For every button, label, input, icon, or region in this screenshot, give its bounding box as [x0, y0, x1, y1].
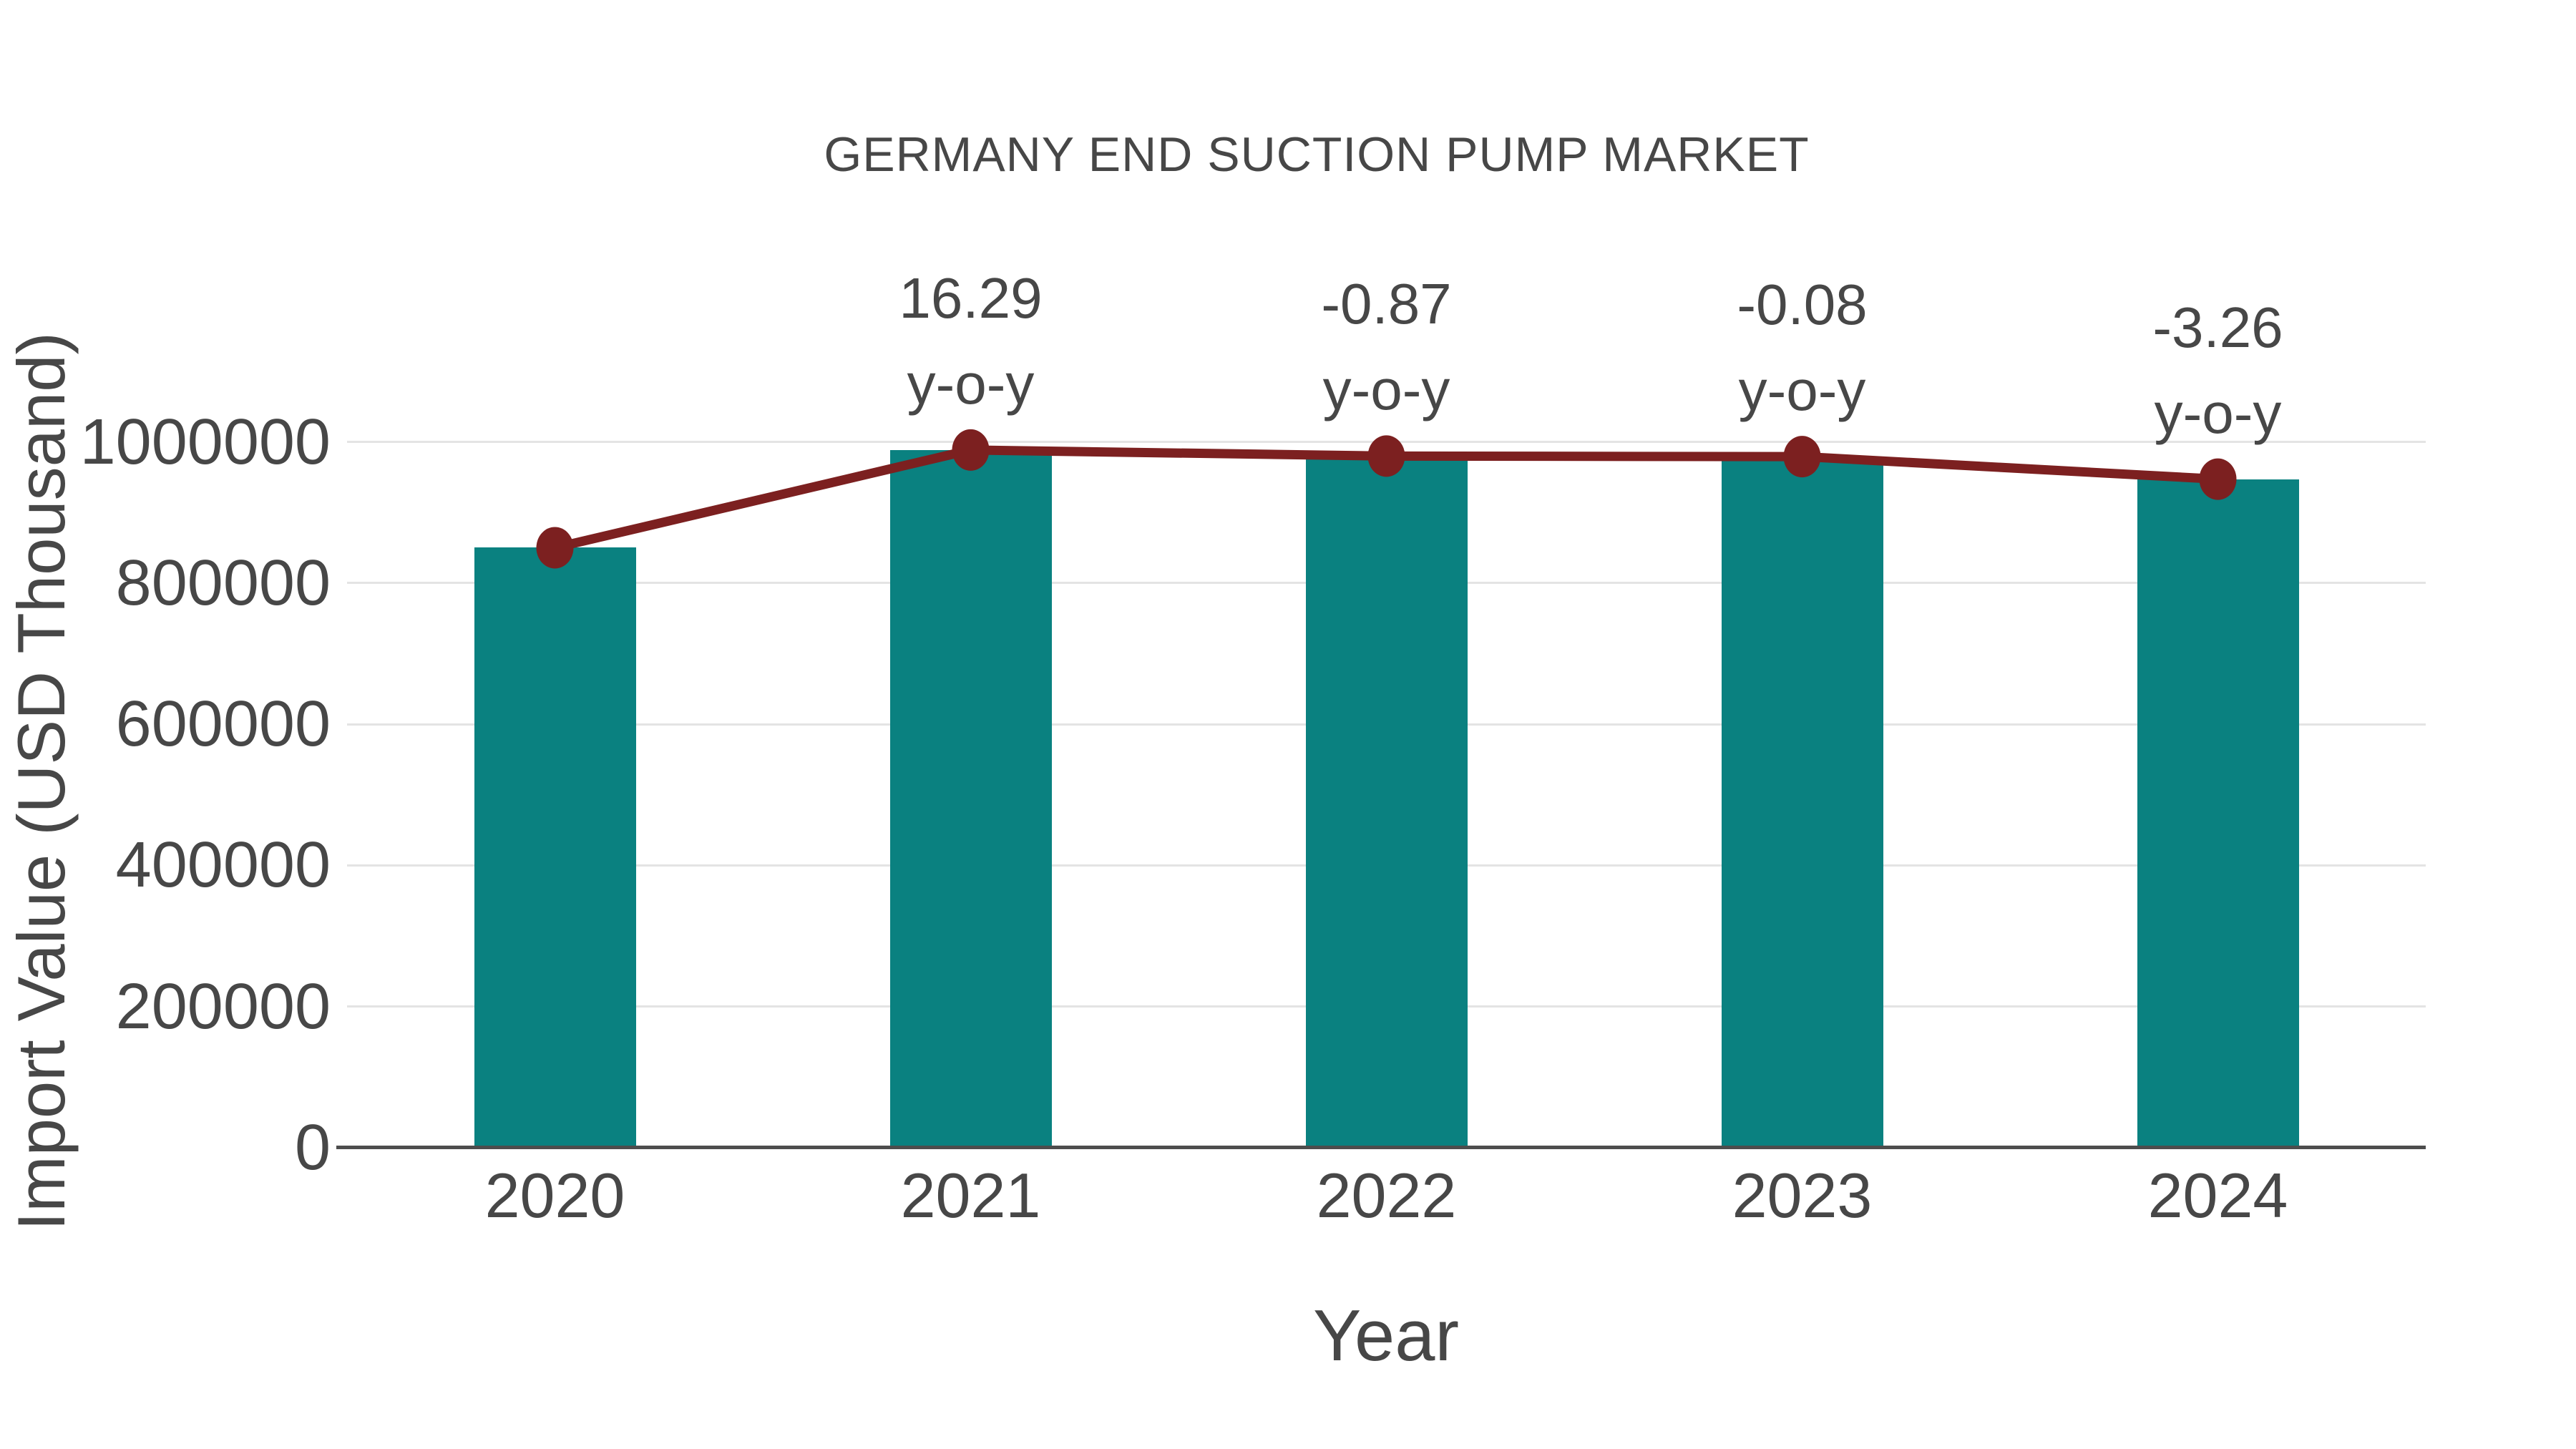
annotation-2023: -0.08 y-o-y	[1616, 262, 1989, 434]
annotation-2023-suffix: y-o-y	[1738, 358, 1866, 423]
annotation-2024: -3.26 y-o-y	[2032, 285, 2404, 457]
annotation-2021-suffix: y-o-y	[907, 351, 1035, 416]
annotation-2023-value: -0.08	[1737, 273, 1868, 337]
x-tick-label-2021: 2021	[900, 1160, 1041, 1231]
y-tick-label-400000: 400000	[115, 829, 331, 902]
marker-2023	[1783, 436, 1821, 478]
marker-2024	[2199, 458, 2237, 500]
x-tick-label-2020: 2020	[484, 1160, 625, 1231]
bar-2020	[474, 547, 636, 1148]
marker-2021	[952, 429, 990, 471]
y-tick-label-200000: 200000	[115, 970, 331, 1043]
x-tick-label-2023: 2023	[1732, 1160, 1873, 1231]
bar-2024	[2137, 479, 2299, 1148]
annotation-2024-suffix: y-o-y	[2154, 381, 2282, 445]
x-tick-label-2022: 2022	[1316, 1160, 1457, 1231]
annotation-2022-value: -0.87	[1321, 272, 1452, 336]
annotation-2021: 16.29 y-o-y	[785, 255, 1157, 427]
y-tick-label-1000000: 1000000	[79, 406, 331, 478]
annotation-2022: -0.87 y-o-y	[1201, 261, 1573, 433]
bar-2023	[1721, 457, 1883, 1148]
x-tick-label-2024: 2024	[2147, 1160, 2288, 1231]
annotation-2024-value: -3.26	[2152, 295, 2283, 359]
marker-2022	[1367, 435, 1405, 477]
x-axis-line	[336, 1146, 2426, 1149]
x-axis-title: Year	[1312, 1296, 1460, 1376]
bar-2022	[1305, 456, 1468, 1148]
y-tick-label-0: 0	[294, 1112, 331, 1184]
annotation-2022-suffix: y-o-y	[1322, 358, 1450, 422]
y-tick-label-800000: 800000	[115, 547, 331, 619]
bar-2021	[889, 449, 1052, 1148]
annotation-2021-value: 16.29	[899, 265, 1043, 330]
y-tick-label-600000: 600000	[115, 688, 331, 761]
chart-title: GERMANY END SUCTION PUMP MARKET	[824, 127, 1810, 182]
marker-2020	[536, 527, 574, 569]
